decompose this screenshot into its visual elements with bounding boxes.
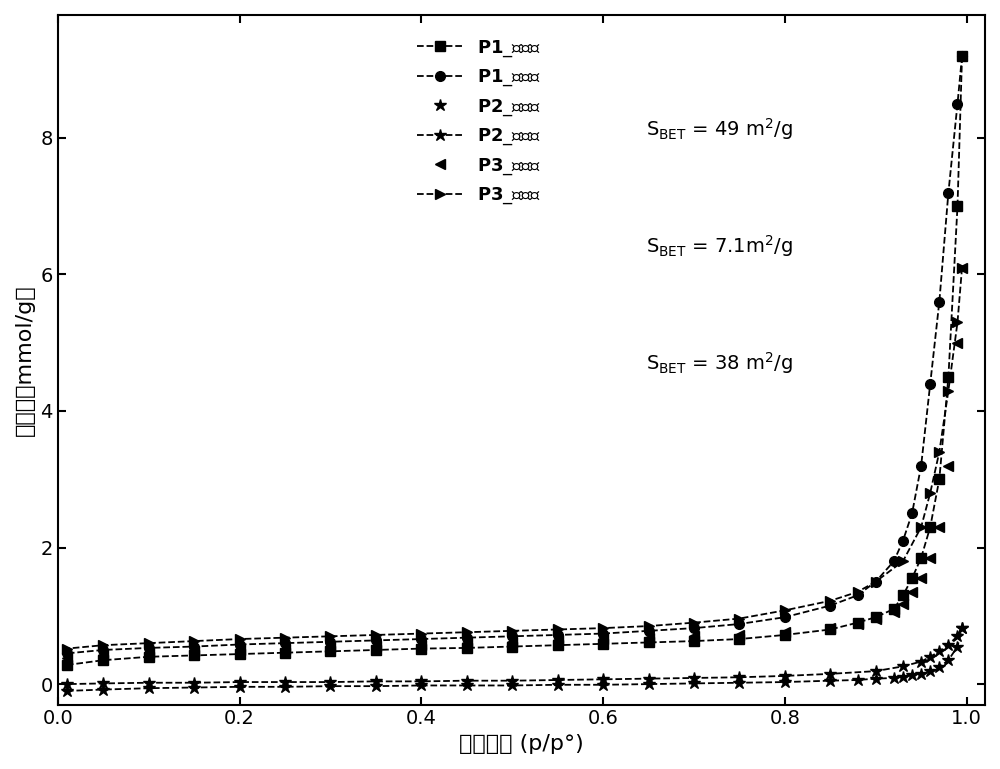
X-axis label: 相对压力 (p/p°): 相对压力 (p/p°) — [459, 734, 584, 754]
Y-axis label: 吸附量（mmol/g）: 吸附量（mmol/g） — [15, 284, 35, 435]
Text: S$_{\mathregular{BET}}$ = 38 m$^2$/g: S$_{\mathregular{BET}}$ = 38 m$^2$/g — [646, 351, 793, 376]
Legend: $\bf{P1}$_吸附线, $\bf{P1}$_脱附线, $\bf{P2}$_吸附线, $\bf{P2}$_脱附线, $\bf{P3}$_吸附线, $\bf{: $\bf{P1}$_吸附线, $\bf{P1}$_脱附线, $\bf{P2}$_… — [410, 31, 548, 214]
Text: S$_{\mathregular{BET}}$ = 49 m$^2$/g: S$_{\mathregular{BET}}$ = 49 m$^2$/g — [646, 116, 793, 141]
Text: S$_{\mathregular{BET}}$ = 7.1m$^2$/g: S$_{\mathregular{BET}}$ = 7.1m$^2$/g — [646, 233, 793, 259]
